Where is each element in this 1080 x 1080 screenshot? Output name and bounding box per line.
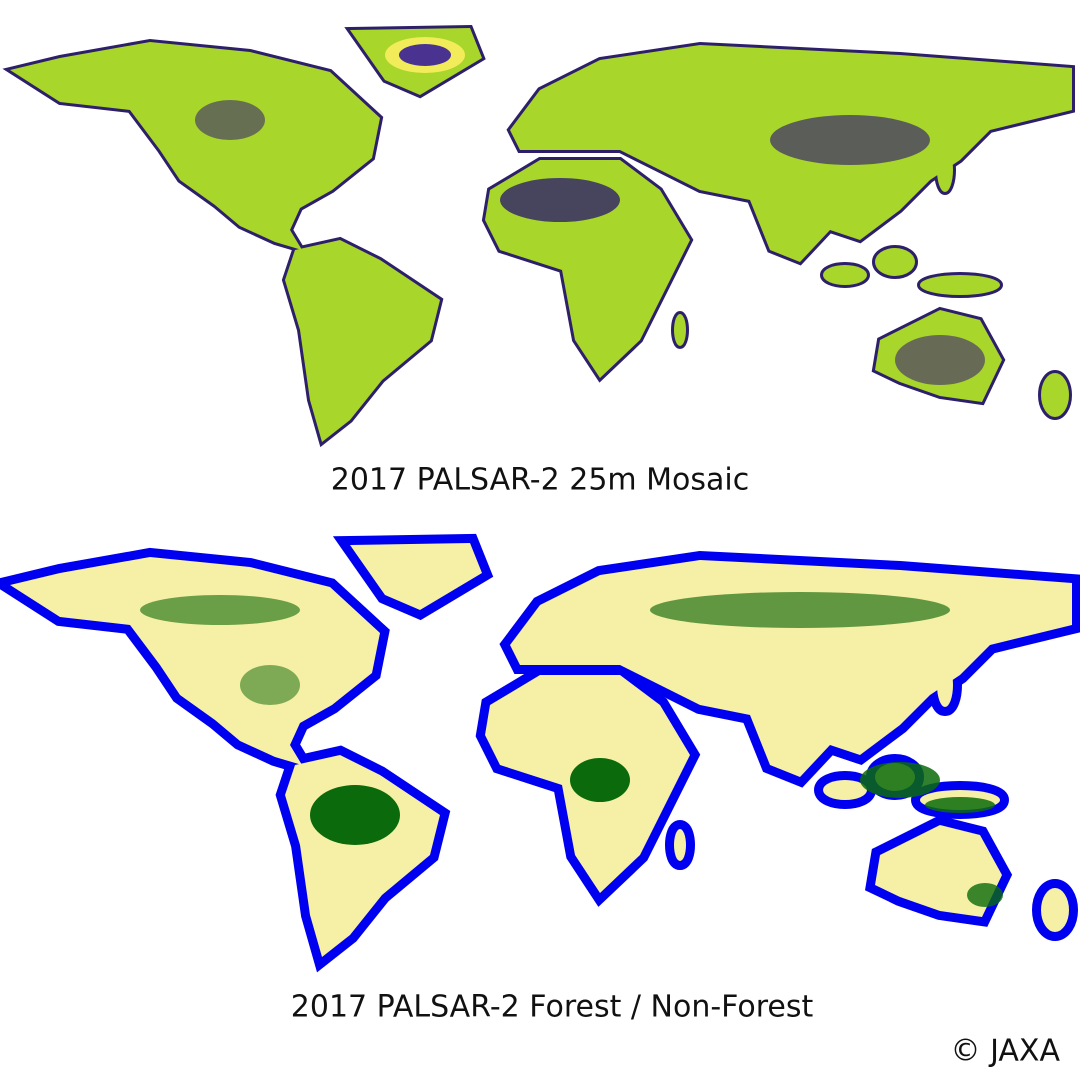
mosaic-map bbox=[10, 28, 1072, 442]
forest-caption: 2017 PALSAR-2 Forest / Non-Forest bbox=[291, 990, 814, 1025]
mosaic-caption: 2017 PALSAR-2 25m Mosaic bbox=[331, 463, 750, 498]
forest-map bbox=[10, 543, 1072, 957]
copyright: © JAXA bbox=[951, 1034, 1061, 1069]
